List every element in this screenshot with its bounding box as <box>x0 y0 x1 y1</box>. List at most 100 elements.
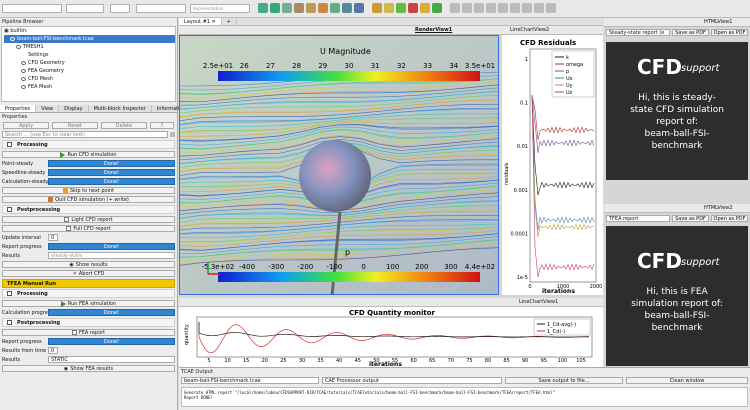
residuals-chart[interactable]: CFD Residuals residuals iterations 1 0.1 0… <box>502 35 603 295</box>
help-button[interactable]: ? <box>150 122 174 129</box>
contour-icon[interactable] <box>384 3 394 13</box>
eye-icon[interactable] <box>21 76 26 81</box>
fea-report-button[interactable]: FEA report <box>2 329 175 336</box>
tree-item-cfd-mesh[interactable]: CFD Mesh <box>4 75 175 83</box>
toolbar-field-3[interactable] <box>110 4 130 13</box>
skip-button[interactable]: Skip to next point <box>2 187 175 194</box>
light-report-button[interactable]: Light CFD report <box>2 216 175 223</box>
axis-x-plus-icon[interactable] <box>282 3 292 13</box>
save-pdf-button-2[interactable]: Save as PDF <box>672 215 709 222</box>
rotate-icon[interactable] <box>354 3 364 13</box>
filter-icon-6[interactable] <box>510 3 520 13</box>
colorbar-tick-label: 32 <box>397 62 406 70</box>
toolbar-field-2[interactable] <box>66 4 104 13</box>
fea-results-select[interactable]: STATIC <box>48 356 175 363</box>
time-icon[interactable] <box>420 3 430 13</box>
run-fea-button[interactable]: Run FEA simulation <box>2 300 175 307</box>
quit-cfd-button[interactable]: Quit CFD simulation (+ write) <box>2 196 175 203</box>
filter-icon-9[interactable] <box>546 3 556 13</box>
postprocessing-section[interactable]: Postprocessing <box>2 205 175 214</box>
tab-layout-1[interactable]: Layout #1 ✕ <box>179 18 222 25</box>
colorbar-tick-label: 2.5e+01 <box>203 62 233 70</box>
u-colorbar <box>218 71 480 81</box>
results-from-time-input[interactable]: 0 <box>48 347 58 354</box>
axis-x-minus-icon[interactable] <box>294 3 304 13</box>
apply-button[interactable]: Apply <box>3 122 49 129</box>
tfea-section[interactable]: TFEA Manual Run <box>2 279 175 288</box>
tree-item-fea-geometry[interactable]: FEA Geometry <box>4 67 175 75</box>
tree-item-fea-mesh[interactable]: FEA Mesh <box>4 83 175 91</box>
tree-item-tcae[interactable]: beam-ball-FSI-benchmark.tcae <box>4 35 175 43</box>
toolbar-field-4[interactable] <box>136 4 186 13</box>
eye-icon[interactable] <box>16 44 21 49</box>
label-update-interval: Update interval <box>2 234 41 241</box>
reset-button[interactable]: Reset <box>52 122 98 129</box>
filter-icon-8[interactable] <box>534 3 544 13</box>
axis-y-minus-icon[interactable] <box>318 3 328 13</box>
axis-z-minus-icon[interactable] <box>342 3 352 13</box>
update-interval-input[interactable]: 0 <box>48 234 58 241</box>
tab-properties[interactable]: Properties <box>0 105 37 112</box>
filter-icon-5[interactable] <box>498 3 508 13</box>
save-pdf-button-1[interactable]: Save as PDF <box>672 29 709 36</box>
open-pdf-button-1[interactable]: Open as PDF <box>711 29 748 36</box>
full-report-button[interactable]: Full CFD report <box>2 225 175 232</box>
residuals-legend-label: Ux <box>566 76 573 82</box>
search-input[interactable]: Search ... (use Esc to clear text) <box>2 131 168 138</box>
output-log[interactable]: Generate HTML report "/local/home/labou/… <box>181 387 748 407</box>
refresh-icon[interactable] <box>396 3 406 13</box>
show-fea-button[interactable]: ◉ Show FEA results <box>2 365 175 372</box>
output-channel-select[interactable]: CAE Processor output <box>322 377 502 384</box>
quantity-chart[interactable]: CFD Quantity monitor quantity iterations… <box>179 307 603 367</box>
filter-icon-7[interactable] <box>522 3 532 13</box>
open-pdf-button-2[interactable]: Open as PDF <box>711 215 748 222</box>
output-source-select[interactable]: beam-ball-FSI-benchmark.tcae <box>181 377 319 384</box>
colorbar-tick-label: -300 <box>268 263 284 271</box>
abort-cfd-button[interactable]: ✕ Abort CFD <box>2 270 175 277</box>
gear-icon[interactable] <box>170 132 175 137</box>
play-icon[interactable] <box>432 3 442 13</box>
tab-multiblock[interactable]: Multi-block Inspector <box>89 105 152 112</box>
processing-section[interactable]: Processing <box>2 140 175 149</box>
eye-icon[interactable] <box>10 36 15 41</box>
toolbar-field-1[interactable] <box>2 4 62 13</box>
clean-window-button[interactable]: Clean window <box>626 377 748 384</box>
close-icon[interactable]: ✕ <box>211 19 216 25</box>
report-select-2[interactable]: TFEA report <box>606 215 670 222</box>
filter-icon-3[interactable] <box>474 3 484 13</box>
representation-select[interactable]: Representation <box>190 4 250 13</box>
delete-button[interactable]: Delete <box>101 122 147 129</box>
filter-icon-2[interactable] <box>462 3 472 13</box>
u-colorbar-ticks: 2.5e+01 26 27 28 29 30 31 32 33 34 3.5e+01 <box>203 62 495 70</box>
eye-icon[interactable] <box>21 60 26 65</box>
run-cfd-button[interactable]: Run CFD simulation <box>2 151 175 158</box>
render-view[interactable]: U Magnitude 2.5e+01 26 27 28 29 30 31 32 33 34 3.5… <box>179 35 499 295</box>
tree-item-cfd-geometry[interactable]: CFD Geometry <box>4 59 175 67</box>
tree-item-tmesh[interactable]: TMESH1 <box>4 43 175 51</box>
tree-item-builtin[interactable]: ▣ builtin: <box>4 28 28 34</box>
tree-item-settings[interactable]: Settings <box>28 52 49 58</box>
stop-icon[interactable] <box>408 3 418 13</box>
tfea-processing-section[interactable]: Processing <box>2 289 175 298</box>
zoom-to-data-icon[interactable] <box>270 3 280 13</box>
tab-display[interactable]: Display <box>59 105 89 112</box>
filter-icon-4[interactable] <box>486 3 496 13</box>
eye-icon[interactable] <box>21 84 26 89</box>
axis-z-plus-icon[interactable] <box>330 3 340 13</box>
tfea-postprocessing-section[interactable]: Postprocessing <box>2 318 175 327</box>
report-select-1[interactable]: Steady-state report (e <box>606 29 670 36</box>
results-select[interactable]: steady-state <box>48 252 175 259</box>
tab-view[interactable]: View <box>36 105 60 112</box>
add-layout-tab[interactable]: + <box>222 18 237 25</box>
show-results-button[interactable]: ◉ Show results <box>2 261 175 268</box>
streamline <box>180 84 498 103</box>
save-output-button[interactable]: Save output to file... <box>505 377 623 384</box>
calculator-icon[interactable] <box>372 3 382 13</box>
report-text-line: simulation report of: <box>631 299 723 309</box>
filter-icon-1[interactable] <box>450 3 460 13</box>
colorbar-tick-label: 26 <box>240 62 249 70</box>
collapse-icon <box>7 291 12 296</box>
axis-y-plus-icon[interactable] <box>306 3 316 13</box>
reset-camera-icon[interactable] <box>258 3 268 13</box>
eye-icon[interactable] <box>21 68 26 73</box>
